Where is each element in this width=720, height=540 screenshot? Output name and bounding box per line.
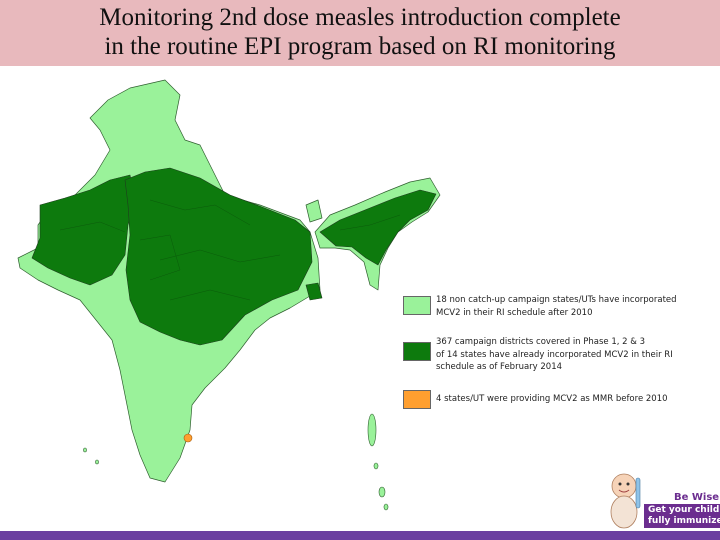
map-island-andaman	[367, 413, 377, 447]
legend-swatch-dark-green	[403, 342, 431, 361]
badge-line-2: Get your child	[648, 505, 720, 515]
footer-bar	[0, 531, 720, 540]
map-orange-region	[183, 433, 193, 443]
legend-swatch-orange	[403, 390, 431, 409]
badge-ribbon	[644, 504, 720, 528]
map-island-lakshadweep	[83, 447, 87, 453]
india-map	[17, 79, 441, 511]
title-line-1: Monitoring 2nd dose measles introduction…	[99, 4, 621, 31]
legend-text-2: 367 campaign districts covered in Phase …	[436, 337, 673, 372]
legend-text-1: 18 non catch-up campaign states/UTs have…	[436, 295, 677, 318]
map-region-west	[31, 174, 136, 286]
title-line-2: in the routine EPI program based on RI m…	[104, 33, 616, 60]
map-region-northeast	[319, 189, 437, 266]
badge-line-1: Be Wise!	[674, 492, 720, 503]
map-region-delta	[305, 282, 323, 301]
baby-mascot-icon	[610, 473, 641, 529]
badge-line-3: fully immunized	[648, 516, 720, 526]
be-wise-badge: Be Wise! Get your child fully immunized	[604, 468, 720, 530]
map-sikkim	[305, 199, 323, 223]
legend-text-3: 4 states/UT were providing MCV2 as MMR b…	[436, 394, 668, 404]
title-banner: Monitoring 2nd dose measles introduction…	[0, 0, 720, 66]
map-island-nicobar	[378, 486, 386, 498]
map-region-north-central	[124, 167, 313, 346]
legend-swatch-light-green	[403, 296, 431, 315]
